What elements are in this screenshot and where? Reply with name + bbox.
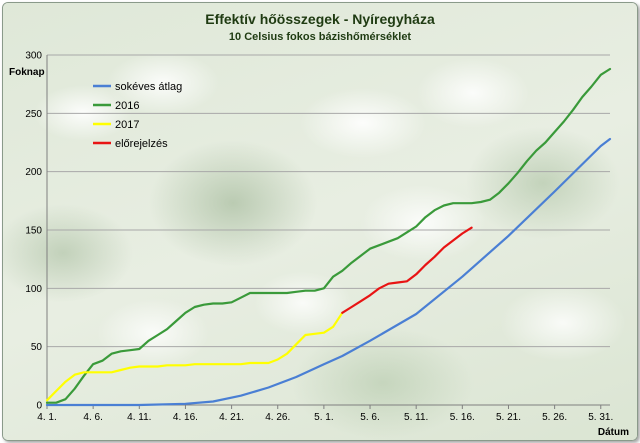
y-tick-label: 100: [25, 284, 42, 295]
series-line-2: [45, 311, 344, 402]
x-tick-label: 4. 6.: [83, 412, 102, 423]
x-tick-label: 4. 26.: [265, 412, 290, 423]
x-tick-label: 4. 21.: [219, 412, 244, 423]
x-tick-label: 5. 11.: [404, 412, 428, 423]
chart-subtitle: 10 Celsius fokos bázishőmérséklet: [229, 31, 412, 43]
legend-label: 2016: [115, 100, 139, 112]
x-tick-label: 5. 21.: [496, 412, 521, 423]
x-tick-label: 5. 26.: [542, 412, 567, 423]
x-tick-labels: 4. 1. 4. 6. 4. 11. 4. 16. 4. 21. 4. 26. 5. 1. 5…: [37, 412, 613, 423]
legend: sokéves átlag 2016 2017 előrejelzés: [93, 81, 182, 150]
y-tick-label: 300: [25, 51, 42, 62]
y-tick-label: 250: [25, 109, 42, 120]
y-tick-label: 0: [36, 401, 42, 412]
x-axis-label: Dátum: [598, 427, 629, 438]
series-line-0: [45, 137, 612, 407]
series-line-3: [341, 226, 473, 314]
legend-label: 2017: [115, 119, 139, 131]
chart-title: Effektív hőösszegek - Nyíregyháza: [205, 11, 435, 27]
y-tick-label: 150: [25, 226, 42, 237]
y-tick-label: 50: [31, 342, 43, 353]
gridlines: [47, 54, 610, 348]
y-tick-label: 200: [25, 167, 42, 178]
x-tick-label: 4. 11.: [127, 412, 151, 423]
line-chart: Effektív hőösszegek - Nyíregyháza 10 Cel…: [9, 11, 629, 438]
legend-label: előrejelzés: [115, 138, 168, 150]
x-tick-label: 5. 1.: [314, 412, 333, 423]
series-line-1: [45, 67, 612, 404]
y-tick-labels: 0 50 100 150 200 250 300: [25, 51, 42, 412]
series-lines: [45, 67, 612, 407]
x-tick-label: 4. 1.: [37, 412, 56, 423]
legend-label: sokéves átlag: [115, 81, 182, 93]
x-tick-label: 4. 16.: [173, 412, 198, 423]
y-axis-label: Foknap: [9, 67, 45, 78]
x-tick-label: 5. 16.: [450, 412, 475, 423]
x-tick-label: 5. 6.: [360, 412, 379, 423]
x-tick-label: 5. 31.: [588, 412, 613, 423]
